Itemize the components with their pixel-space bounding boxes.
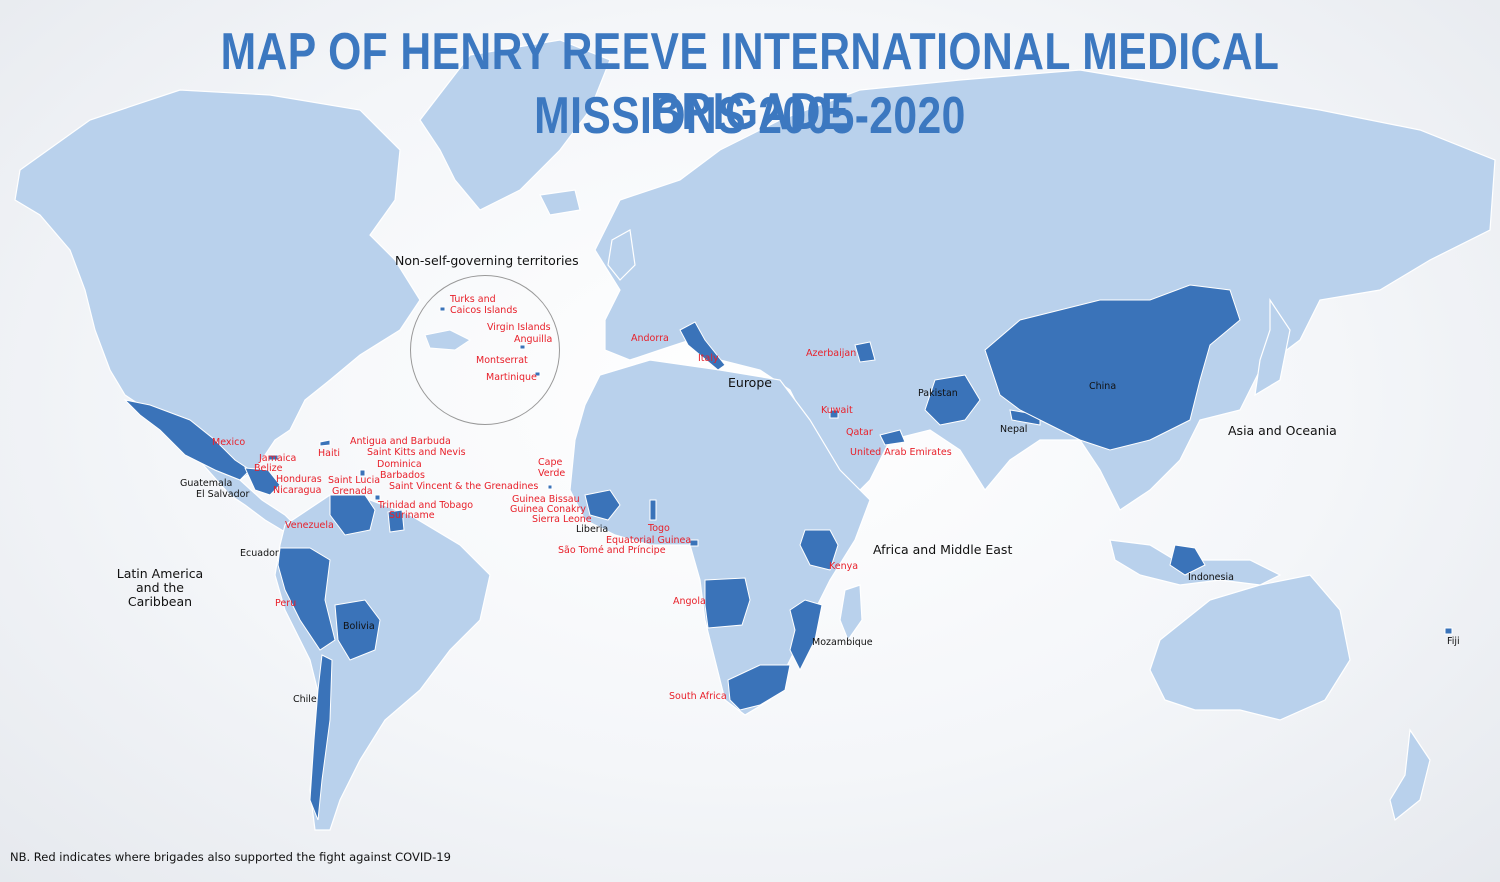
new-zealand-shape — [1389, 728, 1431, 822]
label-antigua: Antigua and Barbuda — [350, 436, 451, 447]
west-africa-missions-shape — [584, 489, 621, 521]
australia-shape — [1149, 574, 1351, 721]
label-italy: Italy — [698, 353, 719, 364]
togo-shape — [649, 499, 657, 521]
region-latam-line1: Latin America — [116, 566, 204, 581]
label-nicaragua: Nicaragua — [273, 485, 322, 496]
fiji-shape — [1444, 627, 1453, 635]
japan-shape — [1254, 298, 1291, 397]
kuwait-qatar-uae-shape — [829, 409, 906, 446]
label-andorra: Andorra — [631, 333, 669, 344]
label-sierra-leone: Sierra Leone — [532, 514, 592, 525]
chile-shape — [309, 654, 333, 821]
south-america-shape — [274, 494, 491, 831]
region-territories: Non-self-governing territories — [395, 253, 579, 268]
label-peru: Peru — [275, 598, 297, 609]
south-africa-shape — [727, 664, 791, 711]
guatemala-honduras-nicaragua-shape — [244, 467, 281, 496]
label-turks-caicos: Turks and Caicos Islands — [450, 294, 518, 316]
label-suriname: Suriname — [389, 510, 435, 521]
label-honduras: Honduras — [276, 474, 322, 485]
region-africa: Africa and Middle East — [873, 542, 1013, 557]
label-guatemala: Guatemala — [180, 478, 233, 489]
label-guinea-conakry: Guinea Conakry — [510, 504, 587, 515]
label-china: China — [1089, 381, 1117, 392]
peru-ecuador-shape — [277, 547, 336, 651]
caribbean-islands-shape — [267, 439, 381, 501]
label-liberia: Liberia — [576, 524, 609, 535]
mozambique-shape — [789, 599, 823, 672]
label-virgin-islands: Virgin Islands — [487, 322, 551, 333]
cape-verde-shape — [547, 484, 553, 490]
label-el-salvador: El Salvador — [196, 489, 250, 500]
pakistan-shape — [924, 374, 981, 426]
angola-shape — [704, 577, 751, 629]
label-qatar: Qatar — [846, 427, 873, 438]
mexico-shape — [123, 399, 251, 481]
label-dominica: Dominica — [377, 459, 422, 470]
label-grenada: Grenada — [332, 486, 373, 497]
label-nepal: Nepal — [1000, 424, 1028, 435]
label-venezuela: Venezuela — [285, 520, 334, 531]
region-latam: Latin America and the Caribbean — [105, 567, 215, 609]
map-title: MAP OF HENRY REEVE INTERNATIONAL MEDICAL… — [220, 23, 1280, 141]
china-shape — [984, 284, 1241, 451]
venezuela-shape — [329, 494, 376, 536]
label-kenya: Kenya — [829, 561, 859, 572]
label-montserrat: Montserrat — [476, 355, 528, 366]
label-cape-verde: Cape Verde — [538, 457, 566, 479]
label-haiti: Haiti — [318, 448, 340, 459]
label-fiji: Fiji — [1447, 636, 1460, 647]
label-st-kitts: Saint Kitts and Nevis — [367, 447, 466, 458]
label-togo: Togo — [648, 523, 670, 534]
label-chile: Chile — [293, 694, 317, 705]
region-europe: Europe — [728, 375, 772, 390]
greenland-shape — [419, 39, 611, 211]
label-mozambique: Mozambique — [812, 637, 873, 648]
indonesia-shape — [1169, 544, 1206, 576]
label-ecuador: Ecuador — [240, 548, 279, 559]
region-latam-line2: and the Caribbean — [127, 580, 193, 609]
label-kuwait: Kuwait — [821, 405, 853, 416]
label-mexico: Mexico — [212, 437, 246, 448]
label-azerbaijan: Azerbaijan — [806, 348, 857, 359]
kenya-shape — [799, 529, 839, 571]
label-jamaica: Jamaica — [259, 453, 297, 464]
label-barbados: Barbados — [380, 470, 425, 481]
label-angola: Angola — [673, 596, 706, 607]
label-st-vincent: Saint Vincent & the Grenadines — [389, 481, 539, 492]
label-equatorial-guinea: Equatorial Guinea — [606, 535, 692, 546]
label-guinea-bissau: Guinea Bissau — [512, 494, 580, 505]
label-belize: Belize — [254, 463, 283, 474]
suriname-shape — [387, 509, 405, 533]
label-anguilla: Anguilla — [514, 334, 553, 345]
label-uae: United Arab Emirates — [850, 447, 952, 458]
eurasia-shape — [594, 69, 1496, 511]
territories-inset-circle — [410, 275, 560, 425]
label-south-africa: South Africa — [669, 691, 727, 702]
label-pakistan: Pakistan — [918, 388, 958, 399]
region-asia: Asia and Oceania — [1228, 423, 1337, 438]
label-sao-tome: São Tomé and Príncipe — [558, 545, 666, 556]
iceland-shape — [539, 189, 581, 216]
label-trinidad: Trinidad and Tobago — [378, 500, 474, 511]
footnote: NB. Red indicates where brigades also su… — [10, 850, 451, 864]
label-indonesia: Indonesia — [1188, 572, 1234, 583]
azerbaijan-shape — [854, 341, 876, 363]
italy-shape — [679, 321, 726, 371]
equatorial-guinea-shape — [689, 539, 699, 547]
uk-shape — [607, 229, 636, 281]
map-subtitle: MISSIONS 2005-2020 — [534, 87, 966, 145]
label-bolivia: Bolivia — [343, 621, 375, 632]
north-america-shape — [14, 89, 421, 481]
madagascar-shape — [839, 584, 863, 642]
label-saint-lucia: Saint Lucia — [328, 475, 381, 486]
bolivia-shape — [334, 599, 381, 661]
label-martinique: Martinique — [486, 372, 537, 383]
